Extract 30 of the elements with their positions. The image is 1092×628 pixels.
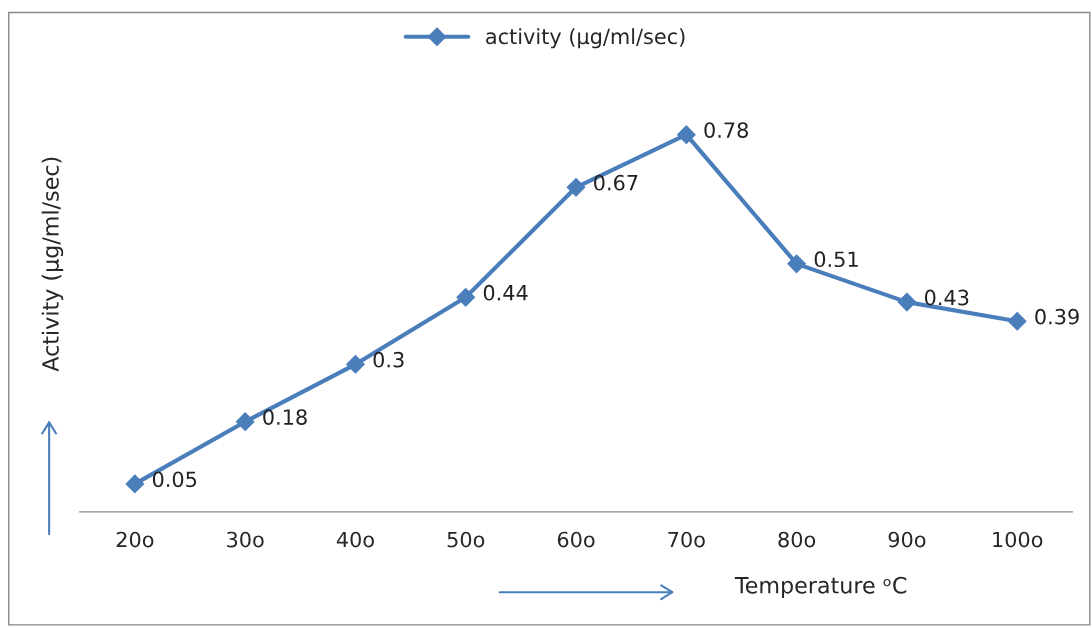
data-label: 0.18: [263, 409, 307, 425]
x-tick-label: 30o: [227, 531, 264, 548]
legend-label: activity (µg/ml/sec): [486, 28, 685, 49]
data-label: 0.51: [814, 251, 858, 268]
point: [787, 254, 806, 274]
x-tick-label: 70o: [668, 531, 705, 548]
point: [897, 292, 917, 312]
data-label: 0.05: [152, 471, 197, 488]
point: [346, 354, 365, 374]
data-label: 0.78: [704, 122, 748, 138]
data-label: 0.44: [483, 284, 528, 301]
y-axis-title: Activity (µg/ml/sec): [41, 157, 64, 372]
data-label: 0.3: [373, 351, 404, 368]
x-tick-label: 80o: [778, 531, 816, 548]
x-tick-label: 20o: [116, 531, 154, 548]
x-tick-label: 50o: [447, 531, 485, 548]
point: [125, 474, 145, 494]
data-label: 0.43: [924, 289, 969, 306]
point: [456, 287, 476, 307]
data-label: 0.67: [594, 174, 638, 191]
x-axis-title: Temperature ᵒC: [734, 576, 907, 598]
x-tick-label: 100o: [993, 531, 1043, 548]
data-label: 0.39: [1035, 308, 1079, 325]
x-tick-label: 40o: [336, 531, 374, 548]
point: [235, 412, 255, 432]
point: [566, 177, 586, 197]
point: [1007, 311, 1027, 331]
x-tick-label: 90o: [888, 531, 926, 548]
x-tick-label: 60o: [557, 531, 595, 548]
point: [676, 125, 696, 145]
